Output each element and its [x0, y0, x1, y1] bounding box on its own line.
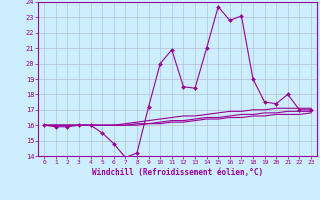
X-axis label: Windchill (Refroidissement éolien,°C): Windchill (Refroidissement éolien,°C): [92, 168, 263, 177]
